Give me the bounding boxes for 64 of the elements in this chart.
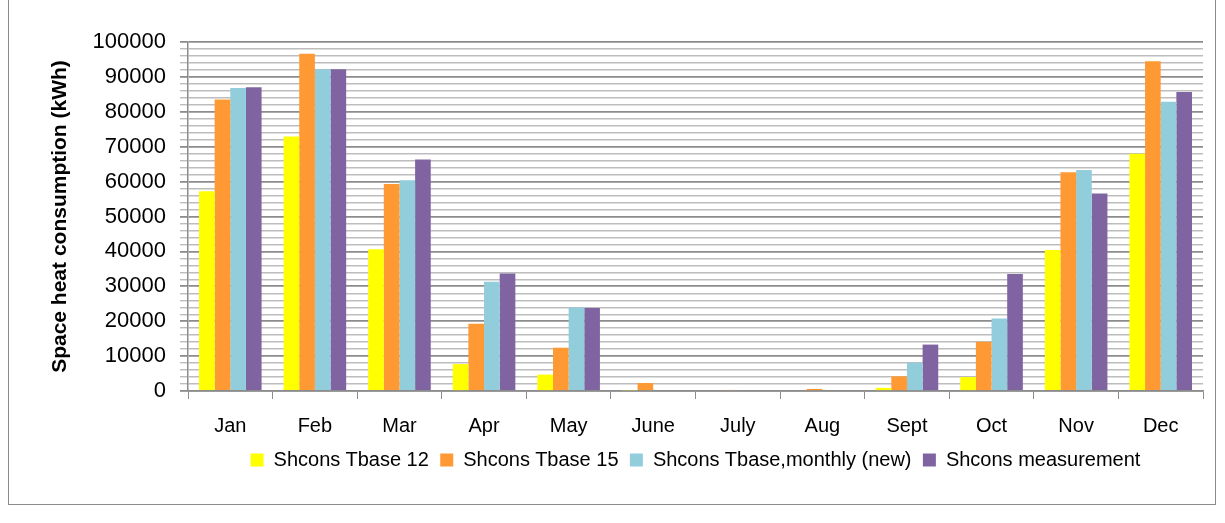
bar [584, 307, 600, 391]
bar [991, 318, 1008, 391]
x-tick-label: Feb [297, 414, 333, 437]
bar [230, 88, 246, 391]
bar [314, 69, 331, 391]
bar [1145, 61, 1161, 391]
bar [891, 376, 907, 391]
y-tick-label: 100000 [92, 28, 166, 54]
bar [330, 69, 347, 391]
bar [283, 136, 300, 391]
bar [537, 374, 553, 391]
bar [1007, 274, 1023, 391]
x-tick-label: Mar [382, 414, 418, 437]
bar [960, 377, 976, 391]
bar [452, 364, 469, 391]
x-tick-label: Dec [1142, 414, 1179, 437]
bar [1129, 153, 1146, 391]
bar [299, 53, 315, 391]
x-tick-label: June [631, 414, 675, 437]
legend-label: Shcons Tbase 12 [273, 447, 429, 470]
bar [568, 307, 585, 391]
x-tick-label: Aug [804, 414, 841, 437]
bar [499, 273, 516, 391]
bar [1076, 170, 1092, 391]
x-tick-label: Oct [975, 414, 1008, 437]
x-tick-label: May [549, 414, 588, 437]
y-tick-label: 60000 [104, 167, 166, 193]
bar [637, 382, 654, 391]
bar [1091, 193, 1108, 391]
x-tick-label: Jan [214, 414, 247, 437]
bar [245, 87, 262, 391]
x-tick-label: July [720, 414, 756, 437]
y-tick-label: 30000 [104, 272, 166, 298]
bar [484, 281, 500, 391]
y-tick-label: 90000 [104, 62, 166, 88]
y-tick-label: 20000 [104, 307, 166, 333]
y-tick-label: 70000 [104, 132, 166, 158]
bar [399, 180, 416, 391]
legend-label: Shcons Tbase 15 [463, 447, 619, 470]
x-tick-label: Sept [886, 414, 928, 437]
bar [368, 249, 384, 391]
bar [415, 159, 431, 391]
legend-label: Shcons Tbase,monthly (new) [652, 447, 912, 470]
bar [1176, 91, 1192, 391]
x-tick-label: Nov [1058, 414, 1094, 437]
bar [1160, 101, 1177, 391]
y-tick-label: 50000 [104, 202, 166, 228]
bar [1060, 172, 1077, 391]
bar [214, 99, 231, 391]
bar [975, 341, 992, 391]
bar [922, 344, 939, 391]
legend-label: Shcons measurement [945, 447, 1141, 470]
x-tick-label: Apr [468, 414, 500, 437]
bar [906, 362, 923, 391]
bar [468, 323, 485, 391]
bar [552, 347, 569, 391]
bar [1044, 250, 1061, 391]
y-tick-label: 40000 [104, 237, 166, 263]
y-tick-label: 10000 [104, 342, 166, 368]
y-axis-title: Space heat consumption (kWh) [47, 60, 71, 373]
y-tick-label: 80000 [104, 97, 166, 123]
y-tick-label: 0 [153, 377, 166, 403]
bar [199, 191, 215, 391]
bar [383, 184, 400, 391]
